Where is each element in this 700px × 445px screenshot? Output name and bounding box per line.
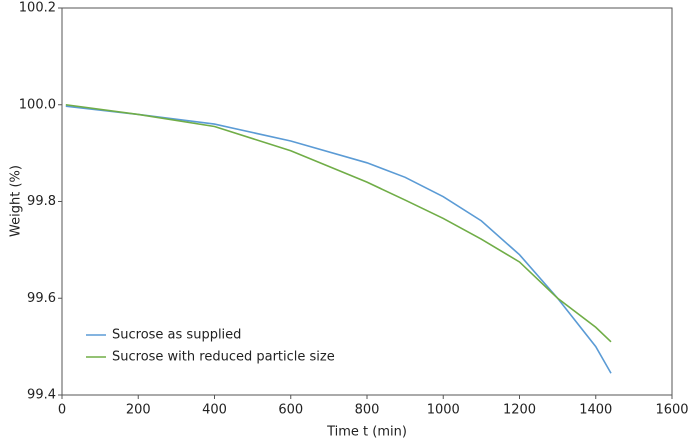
x-tick-label: 0 (58, 403, 66, 418)
x-tick-label: 200 (126, 403, 151, 418)
x-tick-label: 1400 (579, 403, 612, 418)
x-tick-label: 400 (202, 403, 227, 418)
x-tick-label: 1600 (655, 403, 688, 418)
data-line (65, 103, 612, 343)
x-tick-label: 800 (355, 403, 380, 418)
data-line (65, 105, 612, 374)
x-tick-label: 1200 (503, 403, 536, 418)
y-axis-label: Weight (%) (9, 165, 24, 237)
y-tick-label: 99.8 (27, 194, 56, 209)
x-tick-label: 600 (278, 403, 303, 418)
y-tick-label: 99.4 (27, 388, 56, 403)
legend-label: Sucrose as supplied (112, 328, 241, 343)
legend-label: Sucrose with reduced particle size (112, 350, 335, 365)
y-tick-label: 99.6 (27, 291, 56, 306)
x-tick-label: 1000 (427, 403, 460, 418)
y-tick-label: 100.2 (19, 1, 56, 16)
y-tick-label: 100.0 (19, 97, 56, 112)
x-axis-label: Time t (min) (326, 425, 407, 440)
